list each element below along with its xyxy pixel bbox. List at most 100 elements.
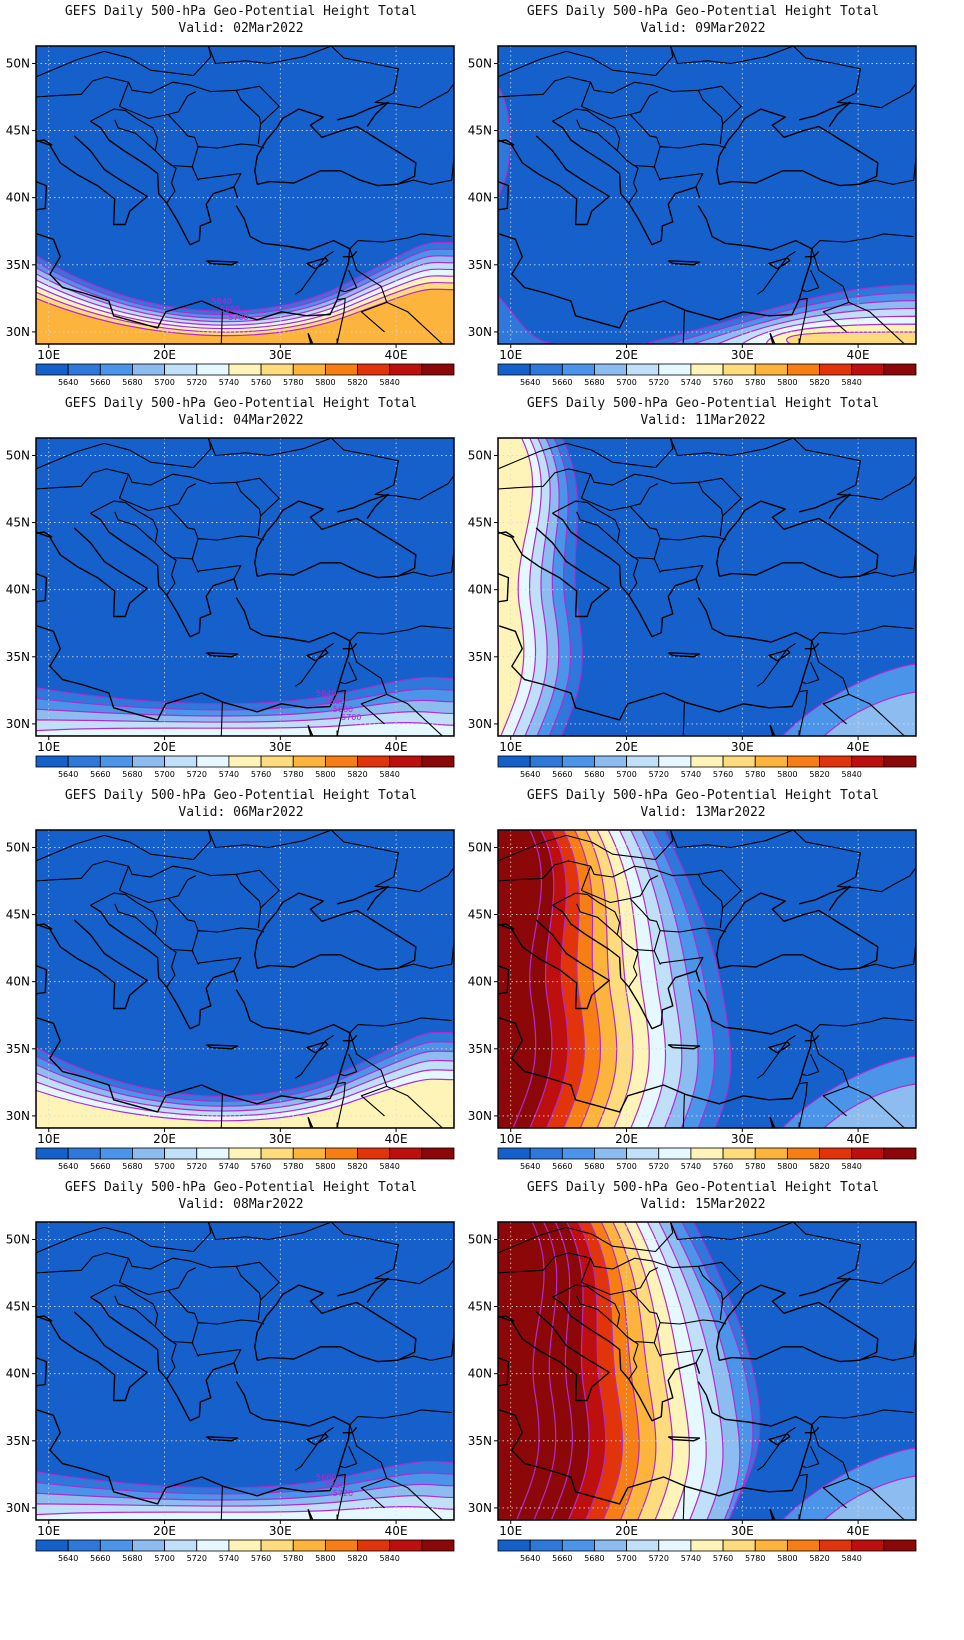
map-frame: [497, 1221, 917, 1521]
coastline: [254, 1284, 417, 1363]
colorbar-swatch: [626, 1147, 660, 1160]
country-border: [697, 90, 724, 124]
colorbar-swatch: [357, 755, 391, 768]
panel-title: GEFS Daily 500-hPa Geo-Potential Height …: [526, 1180, 880, 1195]
colorbar-swatch: [626, 1539, 660, 1552]
colorbar-swatch: [690, 1147, 724, 1160]
colorbar-label: 5760: [713, 770, 733, 779]
country-border: [339, 1445, 358, 1469]
colorbar-swatch: [35, 755, 69, 768]
coastline: [498, 205, 813, 329]
colorbar-label: 5700: [154, 378, 174, 387]
colorbar-label: 5740: [219, 1554, 239, 1563]
coastline: [716, 108, 879, 187]
country-border: [626, 159, 639, 204]
colorbar-swatch: [594, 1147, 628, 1160]
colorbar-label: 5780: [745, 1162, 765, 1171]
colorbar-swatch: [658, 363, 692, 376]
lat-label: 50N: [468, 1232, 492, 1246]
colorbar-label: 5820: [347, 378, 367, 387]
country-border: [349, 233, 452, 250]
coastline: [205, 1044, 239, 1050]
coastline: [90, 512, 239, 638]
colorbar-swatch: [421, 1147, 455, 1160]
lon-label: 30E: [269, 740, 292, 754]
coastline: [205, 260, 239, 266]
colorbar-swatch: [132, 755, 166, 768]
country-border: [374, 82, 454, 109]
colorbar-label: 5660: [552, 378, 572, 387]
colorbar-label: 5760: [713, 1162, 733, 1171]
lon-label: 40E: [847, 740, 870, 754]
colorbar-label: 5820: [809, 1554, 829, 1563]
colorbar-label: 5660: [552, 1162, 572, 1171]
colorbar-label: 5640: [58, 378, 78, 387]
colorbar-swatch: [164, 1539, 198, 1552]
country-border: [330, 1222, 399, 1270]
country-border: [337, 689, 346, 731]
coastline: [205, 652, 239, 658]
colorbar-swatch: [851, 755, 885, 768]
lat-label: 35N: [6, 650, 30, 664]
country-border: [836, 82, 916, 109]
colorbar-swatch: [529, 1147, 563, 1160]
colorbar-swatch: [260, 755, 294, 768]
country-border: [660, 1319, 727, 1325]
panel-valid-date: Valid: 09Mar2022: [640, 21, 766, 36]
colorbar-label: 5840: [380, 770, 400, 779]
coastline: [667, 260, 701, 266]
map-frame: [35, 829, 455, 1129]
colorbar-label: 5800: [315, 1554, 335, 1563]
colorbar-swatch: [529, 1539, 563, 1552]
lat-label: 45N: [6, 908, 30, 922]
country-border: [697, 874, 724, 908]
height-band: [498, 1222, 545, 1520]
colorbar-label: 5660: [552, 1554, 572, 1563]
country-border: [90, 892, 242, 972]
lon-label: 40E: [385, 348, 408, 362]
colorbar-swatch: [67, 1147, 101, 1160]
colorbar-label: 5640: [520, 770, 540, 779]
colorbar-swatch: [786, 1539, 820, 1552]
country-border: [349, 248, 388, 333]
country-border: [682, 310, 685, 344]
colorbar-swatch: [594, 1539, 628, 1552]
colorbar-swatch: [324, 1539, 358, 1552]
colorbar-label: 5800: [315, 770, 335, 779]
coastline: [498, 597, 813, 721]
map-panel: GEFS Daily 500-hPa Geo-Potential Height …: [462, 392, 944, 802]
panel-title: GEFS Daily 500-hPa Geo-Potential Height …: [64, 788, 418, 803]
colorbar-swatch: [883, 755, 917, 768]
colorbar-swatch: [883, 1539, 917, 1552]
colorbar-swatch: [357, 1147, 391, 1160]
colorbar-label: 5700: [154, 1162, 174, 1171]
panel-title: GEFS Daily 500-hPa Geo-Potential Height …: [526, 788, 880, 803]
contour-label: 5700: [341, 713, 361, 722]
coastline: [90, 1296, 239, 1422]
colorbar-label: 5640: [58, 1162, 78, 1171]
country-border: [167, 114, 199, 167]
colorbar-swatch: [196, 1147, 230, 1160]
lat-label: 30N: [6, 1501, 30, 1515]
lat-label: 35N: [6, 258, 30, 272]
country-border: [330, 438, 399, 486]
country-border: [220, 1486, 223, 1520]
colorbar-label: 5700: [154, 1554, 174, 1563]
map-panel: GEFS Daily 500-hPa Geo-Potential Height …: [0, 392, 482, 802]
country-border: [757, 642, 796, 687]
colorbar-swatch: [164, 1147, 198, 1160]
country-border: [576, 511, 618, 544]
country-border: [90, 500, 242, 580]
country-border: [377, 941, 454, 971]
country-border: [36, 860, 280, 929]
colorbar-label: 5820: [809, 378, 829, 387]
coastline: [498, 180, 510, 211]
coastline: [798, 1277, 851, 1303]
lat-label: 35N: [468, 650, 492, 664]
panel-valid-date: Valid: 15Mar2022: [640, 1197, 766, 1212]
lon-label: 30E: [731, 348, 754, 362]
colorbar-swatch: [132, 1147, 166, 1160]
country-border: [337, 1081, 346, 1123]
lon-label: 10E: [499, 1524, 522, 1538]
